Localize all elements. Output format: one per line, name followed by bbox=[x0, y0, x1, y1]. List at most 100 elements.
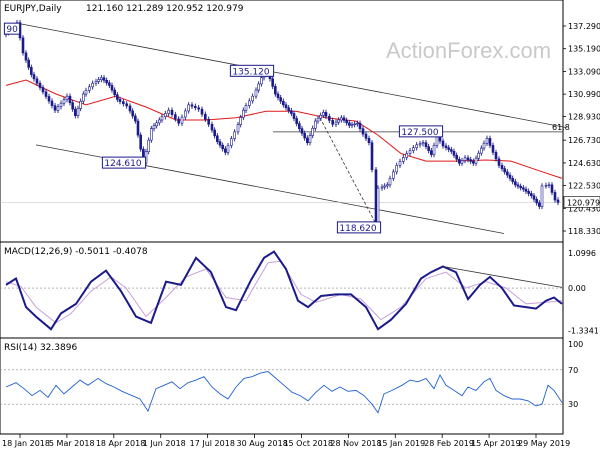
x-tick-label: 1 Jun 2018 bbox=[143, 439, 186, 448]
candle-body bbox=[398, 161, 402, 166]
candle-body bbox=[218, 141, 222, 146]
candle-body bbox=[105, 80, 108, 84]
candle-body bbox=[322, 112, 325, 116]
candle-body bbox=[53, 105, 57, 111]
candle-body bbox=[447, 147, 450, 150]
candle-body bbox=[532, 195, 536, 200]
candle-body bbox=[260, 77, 263, 85]
candle-body bbox=[287, 107, 290, 111]
price-annotation-box bbox=[229, 64, 275, 77]
price-y-tick-label: 124.630 bbox=[568, 159, 600, 168]
candle-body bbox=[226, 145, 230, 153]
candle-body bbox=[458, 158, 461, 164]
price-y-tick-label: 120.430 bbox=[568, 204, 600, 213]
candle-body bbox=[553, 192, 557, 201]
candle-body bbox=[271, 78, 274, 87]
last-price-label: 120.979 bbox=[567, 198, 600, 207]
x-tick-label: 30 Aug 2018 bbox=[237, 439, 288, 448]
candle-body bbox=[331, 120, 334, 125]
candle-body bbox=[164, 113, 167, 118]
candle-body bbox=[474, 157, 478, 164]
candle-body bbox=[356, 122, 359, 125]
candle-body bbox=[91, 82, 94, 88]
rsi-line bbox=[5, 371, 563, 414]
candle-body bbox=[184, 110, 187, 118]
candle-body bbox=[412, 147, 415, 151]
candle-body bbox=[524, 188, 528, 192]
candle-body bbox=[147, 139, 150, 152]
candle-body bbox=[35, 78, 39, 84]
price-series-layer bbox=[4, 19, 563, 231]
candle-body bbox=[122, 101, 125, 105]
x-tick-label: 15 Jan 2019 bbox=[377, 439, 425, 448]
candle-body bbox=[319, 114, 322, 119]
candle-body bbox=[44, 91, 48, 97]
candle-body bbox=[274, 86, 277, 95]
candle-body bbox=[158, 119, 161, 124]
candle-body bbox=[503, 168, 506, 173]
candle-body bbox=[485, 138, 489, 144]
candle-body bbox=[472, 161, 475, 164]
candle-body bbox=[497, 158, 501, 166]
macd-y-tick-label: 1.0996 bbox=[568, 249, 596, 258]
candle-body bbox=[506, 171, 509, 176]
candle-body bbox=[242, 109, 245, 118]
candle-body bbox=[342, 117, 346, 121]
candle-body bbox=[427, 146, 430, 151]
candle-body bbox=[334, 121, 338, 125]
rsi-y-tick-label: 30 bbox=[568, 400, 578, 409]
candle-body bbox=[516, 184, 520, 187]
candle-body bbox=[491, 145, 495, 153]
candle-body bbox=[32, 74, 36, 80]
candle-body bbox=[71, 102, 74, 110]
candle-body bbox=[216, 135, 219, 142]
candle-body bbox=[200, 108, 204, 115]
candle-body bbox=[84, 90, 88, 95]
candle-body bbox=[345, 120, 348, 124]
candle-body bbox=[488, 138, 492, 146]
price-annotation-box bbox=[101, 156, 147, 169]
candle-body bbox=[239, 117, 242, 125]
candle-body bbox=[388, 178, 392, 186]
candle-body bbox=[432, 145, 436, 155]
candle-body bbox=[370, 142, 374, 171]
x-tick-label: 18 Jan 2018 bbox=[2, 439, 50, 448]
candle-body bbox=[314, 120, 317, 129]
candle-body bbox=[41, 87, 45, 93]
candle-body bbox=[244, 105, 248, 111]
candle-body bbox=[324, 112, 328, 117]
price-annotation-box bbox=[3, 22, 21, 35]
candle-body bbox=[110, 85, 114, 91]
candle-body bbox=[230, 138, 233, 146]
candle-body bbox=[303, 133, 306, 139]
candle-body bbox=[547, 184, 551, 186]
candle-body bbox=[508, 174, 512, 179]
candle-body bbox=[131, 110, 134, 117]
candle-body bbox=[113, 89, 116, 96]
candle-body bbox=[207, 118, 210, 125]
candle-body bbox=[177, 118, 180, 124]
candle-body bbox=[469, 159, 472, 162]
macd-trend-line bbox=[442, 266, 563, 288]
candle-body bbox=[328, 116, 331, 121]
candle-body bbox=[367, 138, 371, 143]
candle-body bbox=[477, 152, 480, 159]
price-y-tick-label: 118.330 bbox=[568, 227, 600, 236]
candle-body bbox=[358, 122, 362, 129]
candle-body bbox=[97, 79, 100, 82]
candle-body bbox=[204, 113, 207, 120]
price-annotation-label: 90 bbox=[6, 25, 18, 35]
candle-body bbox=[535, 198, 538, 204]
candle-body bbox=[50, 100, 54, 106]
macd-title: MACD(12,26,9) -0.5011 -0.4078 bbox=[4, 247, 148, 257]
price-y-tick-label: 126.730 bbox=[568, 136, 600, 145]
candle-body bbox=[500, 165, 504, 169]
candle-body bbox=[108, 82, 111, 86]
macd-signal-line bbox=[5, 260, 563, 324]
candle-body bbox=[224, 148, 227, 153]
candle-body bbox=[187, 104, 190, 112]
candle-body bbox=[340, 117, 343, 121]
x-tick-label: 17 Jul 2018 bbox=[190, 439, 235, 448]
price-annotation-label: 135.120 bbox=[232, 67, 269, 77]
candle-body bbox=[82, 93, 85, 102]
